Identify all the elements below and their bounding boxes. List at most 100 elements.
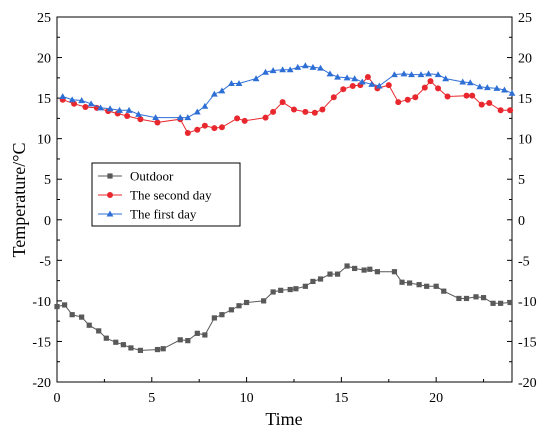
data-point-triangle bbox=[210, 90, 218, 97]
series-the-second-day bbox=[59, 74, 514, 136]
data-point-square bbox=[128, 345, 134, 351]
data-point-circle bbox=[218, 124, 225, 131]
data-point-triangle bbox=[391, 71, 398, 78]
y-axis-left: 25 20 15 10 5 0 -5 -10 -15 -20 bbox=[32, 11, 62, 391]
legend-label: Outdoor bbox=[130, 169, 174, 184]
data-point-square bbox=[441, 288, 447, 294]
data-point-triangle bbox=[235, 80, 243, 87]
data-point-circle bbox=[340, 86, 347, 93]
data-point-triangle bbox=[184, 114, 192, 121]
data-point-circle bbox=[421, 84, 428, 91]
data-point-square bbox=[69, 312, 75, 318]
data-point-triangle bbox=[68, 96, 76, 103]
data-point-triangle bbox=[351, 75, 359, 82]
data-point-triangle bbox=[442, 75, 450, 82]
y-tick-label-right: 0 bbox=[518, 214, 525, 229]
x-axis-title: Time bbox=[265, 409, 302, 429]
data-point-circle bbox=[302, 108, 309, 115]
data-point-triangle bbox=[135, 110, 142, 117]
data-point-square bbox=[391, 269, 398, 275]
data-point-circle bbox=[395, 99, 402, 106]
data-point-triangle bbox=[87, 100, 95, 107]
data-point-square bbox=[103, 335, 109, 341]
data-point-square bbox=[374, 269, 380, 275]
y-axis-right: 25 20 15 10 5 0 -5 -10 -15 -20 bbox=[507, 11, 537, 391]
y-tick-label-left: 20 bbox=[37, 52, 51, 67]
data-point-triangle bbox=[476, 83, 484, 90]
data-point-square bbox=[287, 286, 293, 293]
data-point-square bbox=[96, 328, 102, 334]
data-point-triangle bbox=[152, 114, 159, 121]
y-tick-label-left: -5 bbox=[39, 254, 51, 269]
data-point-square bbox=[185, 338, 191, 344]
data-point-circle bbox=[427, 78, 434, 85]
data-point-triangle bbox=[252, 75, 260, 82]
data-point-circle bbox=[435, 85, 442, 92]
data-point-square bbox=[211, 315, 217, 321]
y-tick-label-right: 15 bbox=[518, 92, 532, 107]
data-point-circle bbox=[463, 92, 470, 99]
data-point-triangle bbox=[334, 73, 341, 80]
data-point-square bbox=[137, 347, 144, 353]
data-point-triangle bbox=[326, 70, 334, 77]
data-point-triangle bbox=[343, 74, 351, 81]
data-point-circle bbox=[241, 117, 248, 124]
data-point-square bbox=[473, 294, 479, 300]
data-point-circle bbox=[124, 112, 131, 119]
data-point-square bbox=[463, 295, 470, 302]
x-tick-label: 10 bbox=[240, 391, 254, 406]
data-point-circle bbox=[290, 106, 297, 113]
x-tick-label: 15 bbox=[334, 391, 348, 406]
data-point-square bbox=[270, 289, 276, 295]
y-tick-label-left: 0 bbox=[44, 214, 51, 229]
data-point-circle bbox=[211, 125, 218, 132]
y-tick-label-left: -20 bbox=[32, 376, 51, 391]
data-point-square bbox=[480, 295, 487, 301]
x-axis: 0 5 10 15 20 bbox=[54, 377, 485, 406]
data-point-triangle bbox=[269, 67, 277, 74]
y-tick-label-left: 5 bbox=[44, 173, 51, 188]
data-point-square bbox=[507, 299, 513, 306]
y-tick-label-left: 15 bbox=[37, 92, 51, 107]
data-point-triangle bbox=[262, 68, 269, 75]
series-line bbox=[56, 265, 511, 351]
data-point-triangle bbox=[466, 79, 474, 86]
data-point-triangle bbox=[508, 89, 516, 96]
y-tick-label-right: -15 bbox=[518, 335, 537, 350]
data-point-circle bbox=[385, 82, 392, 89]
data-point-circle bbox=[478, 101, 485, 108]
data-point-triangle bbox=[59, 93, 67, 100]
data-point-triangle bbox=[301, 62, 309, 69]
data-point-square bbox=[344, 263, 350, 269]
data-point-circle bbox=[497, 107, 504, 114]
data-point-circle bbox=[311, 109, 318, 116]
data-point-square bbox=[416, 282, 422, 288]
data-point-triangle bbox=[78, 97, 86, 104]
data-point-triangle bbox=[483, 84, 491, 91]
y-tick-label-right: -10 bbox=[518, 295, 537, 310]
x-tick-label: 5 bbox=[148, 391, 155, 406]
data-point-triangle bbox=[201, 102, 209, 109]
data-point-square bbox=[317, 276, 324, 282]
data-point-triangle bbox=[309, 63, 317, 70]
series-the-first-day bbox=[59, 62, 516, 121]
y-tick-label-left: -10 bbox=[32, 295, 51, 310]
data-point-circle bbox=[404, 96, 411, 103]
data-point-square bbox=[236, 303, 242, 309]
data-point-circle bbox=[330, 94, 337, 101]
data-point-square bbox=[219, 312, 225, 318]
data-point-circle bbox=[107, 192, 113, 198]
data-point-square bbox=[107, 173, 113, 179]
data-point-circle bbox=[184, 129, 191, 136]
data-point-square bbox=[498, 300, 504, 306]
data-point-square bbox=[293, 286, 299, 292]
data-point-square bbox=[352, 265, 358, 272]
data-point-circle bbox=[262, 114, 269, 121]
y-tick-label-left: 25 bbox=[37, 11, 51, 26]
y-tick-label-right: 10 bbox=[518, 133, 532, 148]
y-tick-label-left: -15 bbox=[32, 335, 51, 350]
data-point-triangle bbox=[294, 63, 302, 70]
data-point-square bbox=[228, 307, 235, 313]
data-point-triangle bbox=[368, 80, 376, 87]
